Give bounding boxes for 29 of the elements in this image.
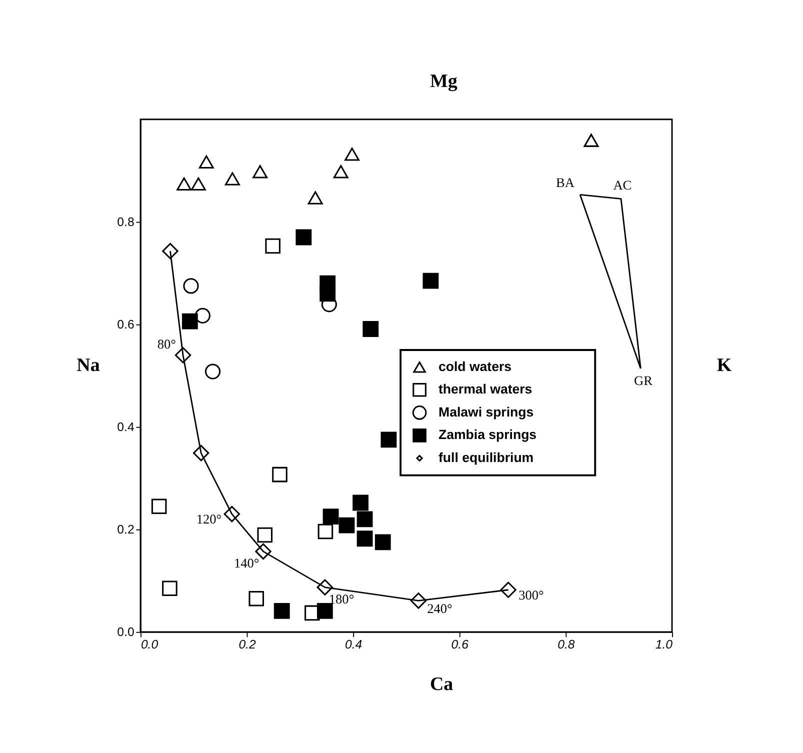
legend-label: Zambia springs: [438, 427, 537, 442]
x-tick-label: 0.6: [451, 638, 469, 652]
x-tick-label: 1.0: [655, 638, 673, 652]
y-tick-label: 0.8: [117, 215, 134, 230]
annotation: 240°: [427, 601, 452, 616]
x-tick-label: 0.4: [344, 638, 362, 652]
legend-label: Malawi springs: [438, 404, 534, 420]
annotation: GR: [634, 373, 653, 388]
annotation: AC: [613, 177, 632, 192]
text: Na: [76, 355, 100, 376]
annotation: 180°: [328, 592, 354, 607]
y-tick-label: 0.0: [117, 625, 134, 640]
legend-label: cold waters: [438, 358, 512, 374]
text: Ca: [430, 674, 454, 695]
legend-label: thermal waters: [438, 382, 532, 397]
annotation: BA: [556, 174, 575, 190]
annotation: 300°: [518, 587, 544, 602]
y-tick-label: 0.6: [117, 318, 134, 332]
legend-label: full equilibrium: [438, 450, 534, 466]
x-tick-label: 0.8: [558, 638, 575, 652]
text: K: [716, 355, 732, 376]
y-tick-label: 0.2: [117, 522, 134, 537]
y-tick-label: 0.4: [117, 420, 134, 434]
x-tick-label: 0.0: [140, 638, 158, 652]
x-tick-label: 0.2: [238, 638, 256, 652]
text: Mg: [430, 71, 458, 92]
annotation: 140°: [234, 556, 260, 571]
annotation: 80°: [157, 336, 176, 352]
annotation: 120°: [196, 511, 222, 526]
